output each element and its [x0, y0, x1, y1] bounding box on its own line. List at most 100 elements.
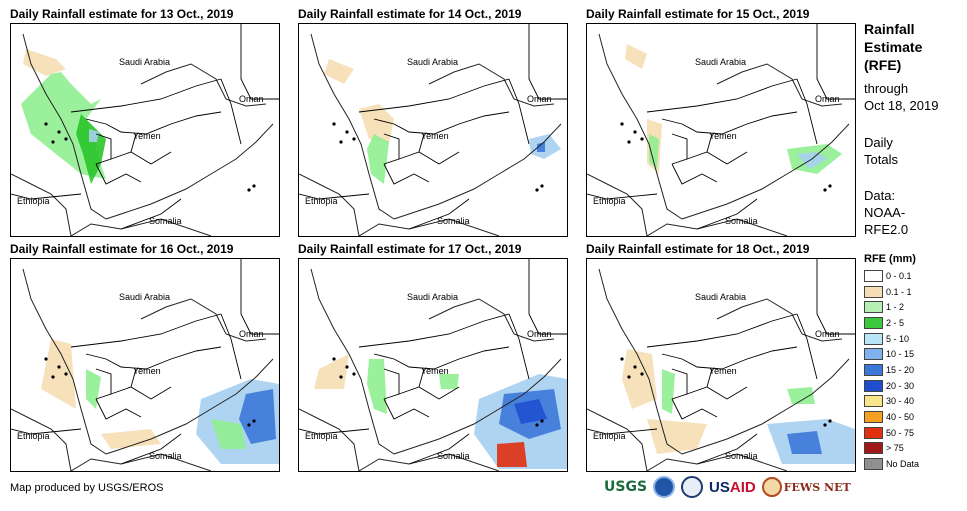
noaa-logo-icon — [653, 476, 676, 498]
admin-border — [696, 198, 758, 230]
legend-label: No Data — [886, 459, 920, 470]
rainfall-map: Saudi Arabia Oman Yemen Ethiopia Somalia — [10, 23, 280, 237]
rainfall-area — [367, 134, 389, 184]
legend-swatch — [864, 285, 883, 298]
admin-border — [110, 386, 172, 400]
coastline — [105, 358, 274, 455]
island — [535, 423, 539, 427]
legend-swatch — [864, 411, 883, 424]
country-label-ethiopia: Ethiopia — [17, 196, 50, 206]
admin-border — [418, 133, 425, 153]
admin-border — [418, 368, 425, 388]
coastline — [11, 173, 72, 236]
legend-item: 1 - 2 — [864, 299, 919, 315]
island — [828, 184, 832, 188]
island — [64, 137, 68, 141]
admin-border — [85, 346, 222, 370]
legend-item: 30 - 40 — [864, 394, 919, 410]
island — [57, 365, 61, 369]
admin-border — [383, 163, 430, 185]
map-canvas — [11, 259, 279, 471]
partner-logos: USGS USAID FEWS NET — [604, 476, 851, 498]
island — [247, 423, 251, 427]
rainfall-map: Saudi Arabia Oman Yemen Ethiopia Somalia — [586, 258, 856, 472]
admin-border — [796, 313, 818, 380]
rainfall-area — [239, 389, 276, 444]
legend-item: 50 - 75 — [864, 425, 919, 441]
island — [540, 184, 544, 188]
rfe-data-source: Data: NOAA- RFE2.0 — [864, 188, 909, 237]
island — [640, 372, 644, 376]
admin-border — [130, 133, 137, 153]
rainfall-area — [622, 349, 657, 409]
island — [620, 122, 624, 126]
coastline — [681, 358, 850, 455]
rainfall-area — [211, 419, 246, 449]
legend-label: 2 - 5 — [886, 317, 905, 328]
coastline — [598, 268, 683, 455]
country-label-ethiopia: Ethiopia — [593, 196, 626, 206]
map-canvas — [299, 259, 567, 471]
rainfall-area — [797, 152, 827, 169]
country-label-yemen: Yemen — [133, 366, 161, 376]
admin-border — [95, 163, 142, 185]
country-label-oman: Oman — [815, 94, 840, 104]
coastline — [587, 408, 648, 471]
rainfall-area — [314, 354, 349, 389]
country-label-somalia: Somalia — [437, 216, 470, 226]
map-canvas — [11, 24, 279, 236]
rainfall-area — [439, 374, 459, 389]
rainfall-area — [537, 142, 545, 152]
legend-swatch — [864, 379, 883, 392]
country-label-yemen: Yemen — [421, 131, 449, 141]
legend-swatch — [864, 332, 883, 345]
legend-label: 0.1 - 1 — [886, 286, 912, 297]
admin-border — [661, 346, 798, 370]
admin-border — [661, 111, 798, 135]
island — [44, 122, 48, 126]
legend-label: 1 - 2 — [886, 302, 905, 313]
legend-label: 5 - 10 — [886, 333, 910, 344]
admin-border — [383, 133, 400, 165]
admin-border — [11, 428, 82, 435]
rfe-legend: RFE (mm) 0 - 0.1 0.1 - 1 1 - 2 2 - 5 5 - 10 1… — [864, 253, 919, 472]
admin-border — [816, 259, 855, 335]
rainfall-area — [367, 359, 387, 414]
island — [627, 375, 631, 379]
island — [828, 419, 832, 423]
admin-border — [796, 78, 818, 145]
admin-border — [686, 151, 748, 165]
island — [332, 122, 336, 126]
island — [633, 130, 637, 134]
island — [620, 357, 624, 361]
rainfall-area — [41, 339, 76, 409]
country-label-ethiopia: Ethiopia — [593, 431, 626, 441]
admin-border — [11, 193, 82, 200]
admin-border — [299, 193, 370, 200]
country-label-oman: Oman — [239, 329, 264, 339]
country-label-oman: Oman — [527, 329, 552, 339]
island — [44, 357, 48, 361]
panel-title: Daily Rainfall estimate for 17 Oct., 201… — [298, 242, 522, 256]
country-label-yemen: Yemen — [133, 131, 161, 141]
island — [352, 372, 356, 376]
legend-swatch — [864, 348, 883, 361]
admin-border — [587, 428, 658, 435]
admin-border — [299, 428, 370, 435]
legend-item: 5 - 10 — [864, 331, 919, 347]
admin-border — [383, 368, 400, 400]
map-canvas — [299, 24, 567, 236]
admin-border — [587, 193, 658, 200]
admin-border — [220, 78, 242, 145]
legend-label: 10 - 15 — [886, 349, 915, 360]
country-label-saudi-arabia: Saudi Arabia — [119, 57, 171, 67]
admin-border — [671, 163, 718, 185]
island — [339, 140, 343, 144]
admin-border — [120, 198, 182, 230]
rainfall-area — [649, 134, 659, 169]
admin-border — [373, 346, 510, 370]
legend-label: 50 - 75 — [886, 427, 915, 438]
coastline — [11, 408, 72, 471]
coastline — [22, 268, 107, 455]
panel-title: Daily Rainfall estimate for 13 Oct., 201… — [10, 7, 234, 21]
